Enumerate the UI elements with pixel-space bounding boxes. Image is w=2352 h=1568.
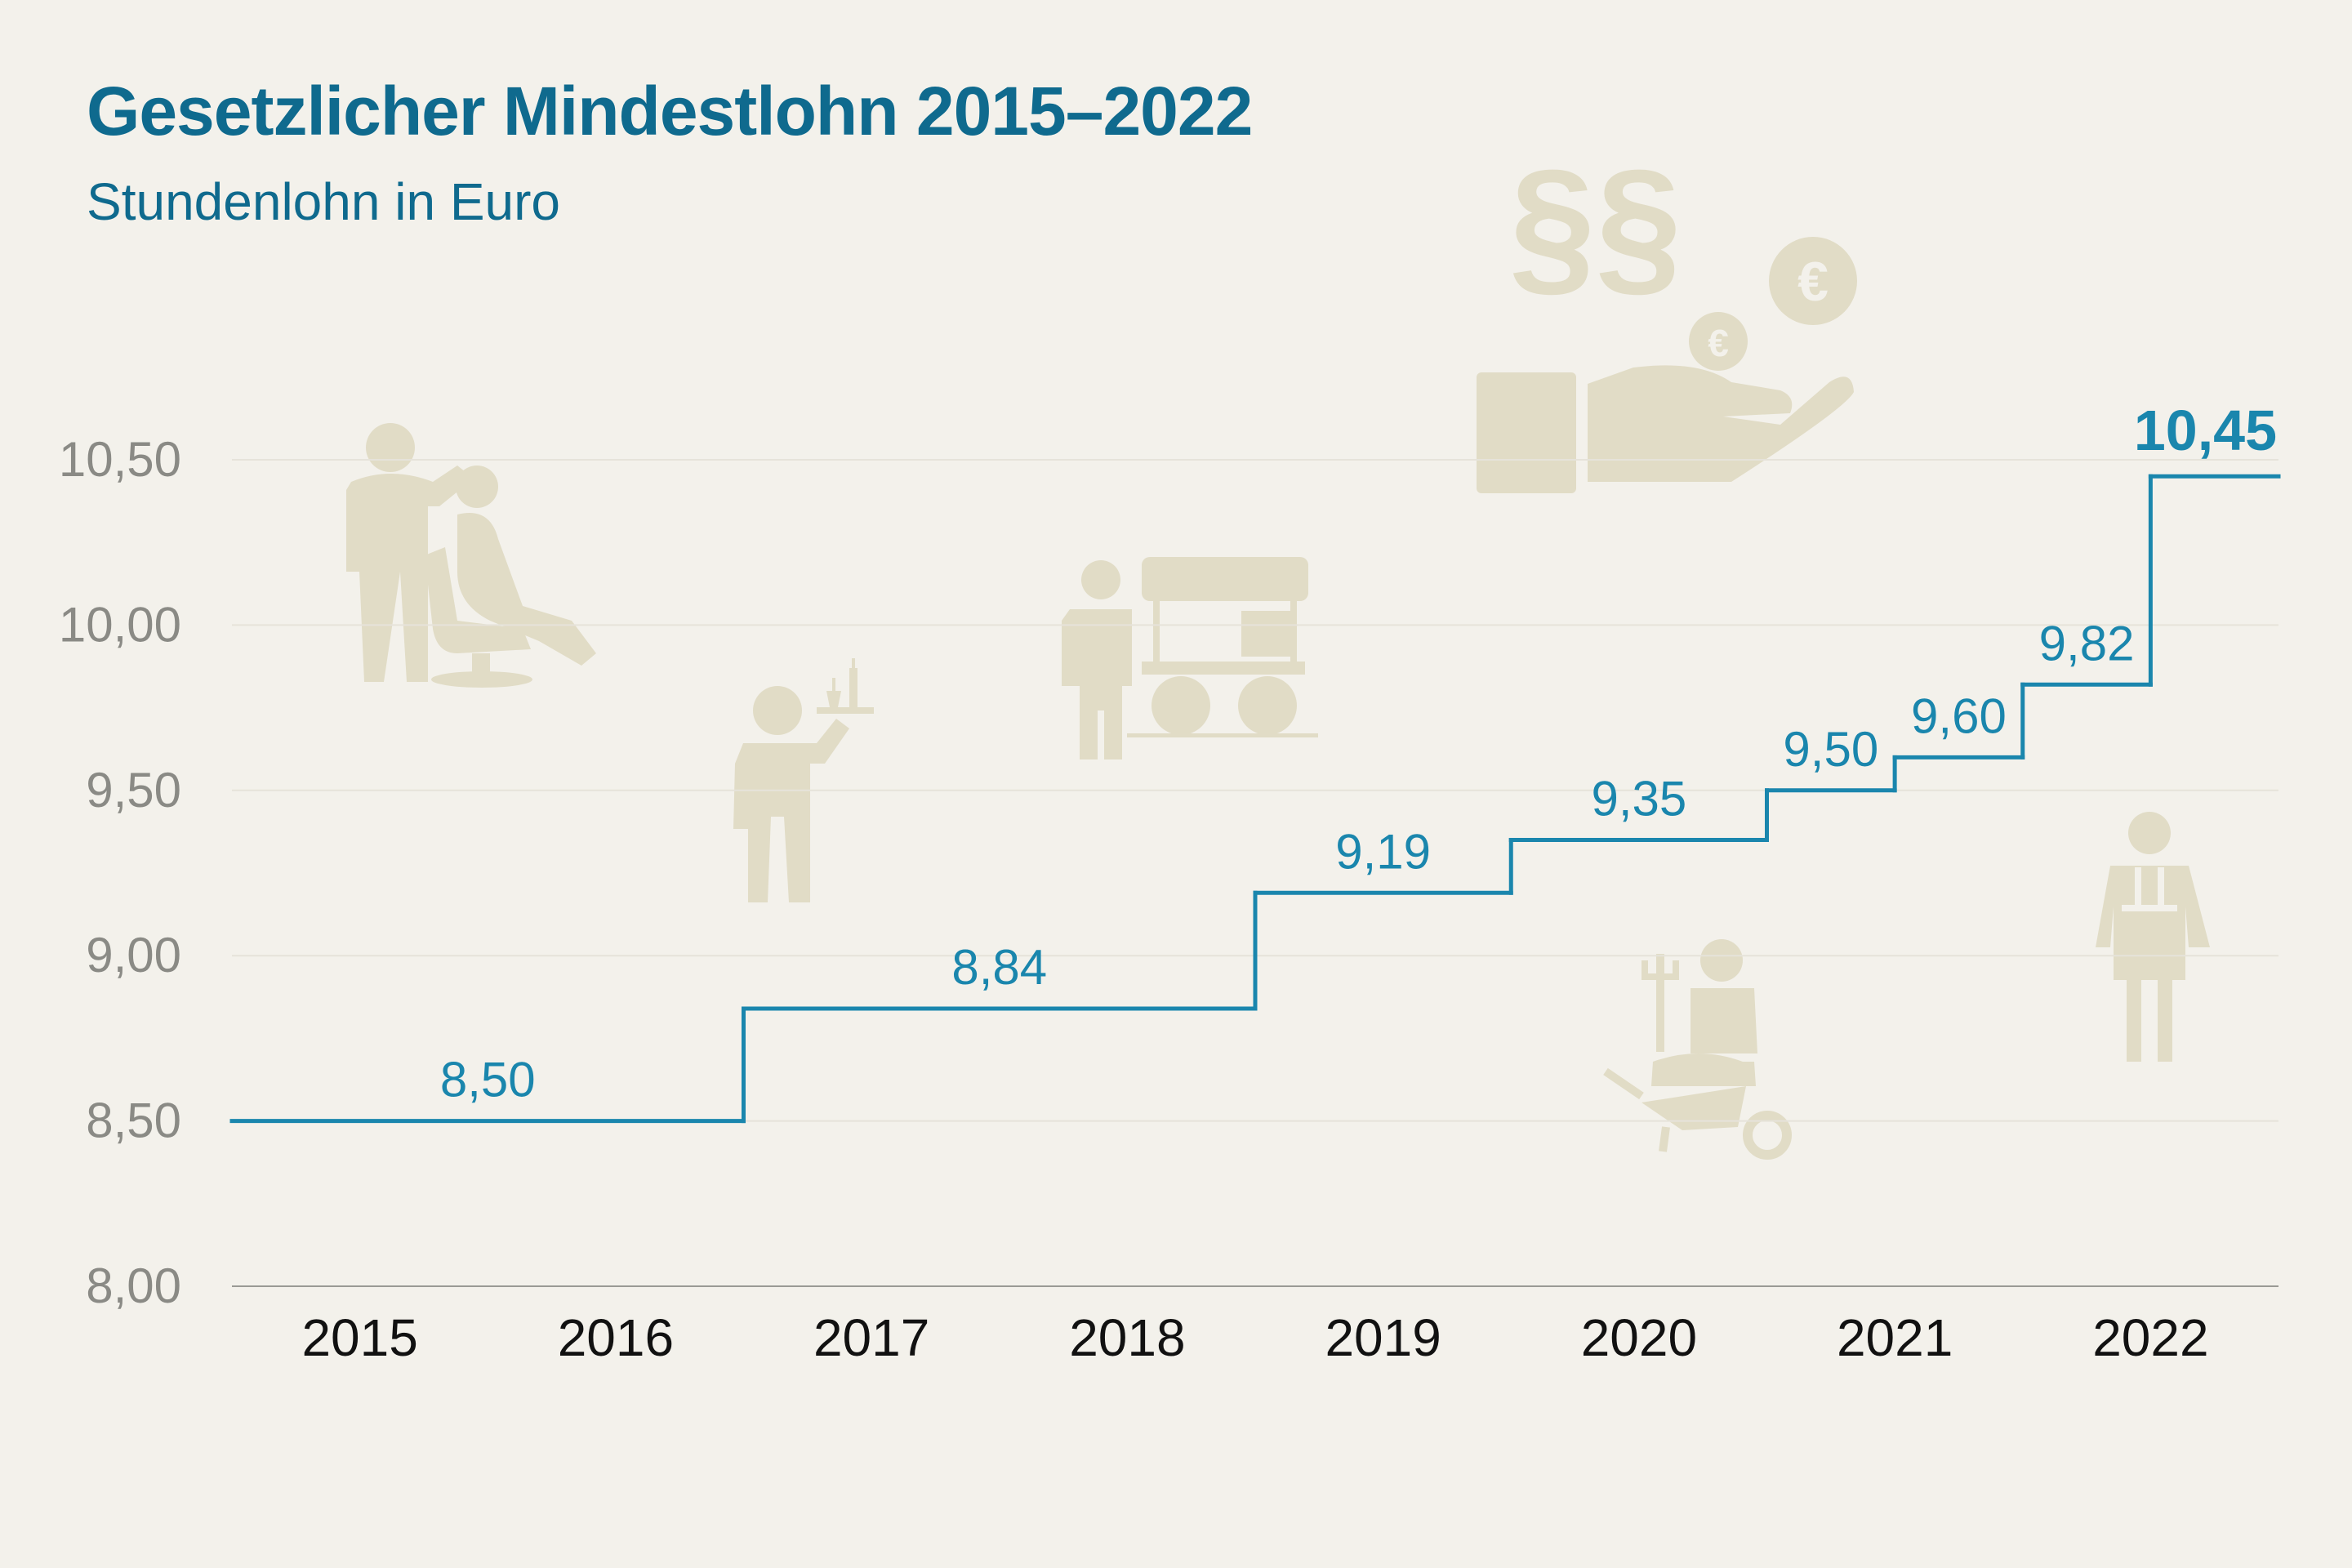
y-tick-label: 9,00 bbox=[86, 928, 181, 982]
data-label: 8,50 bbox=[440, 1053, 536, 1107]
paragraph-icon: §§ bbox=[1509, 138, 1682, 311]
chart-title: Gesetzlicher Mindestlohn 2015–2022 bbox=[87, 73, 1253, 149]
apron-worker-icon bbox=[2096, 812, 2210, 1062]
x-tick-label: 2018 bbox=[1069, 1308, 1185, 1367]
x-tick-label: 2019 bbox=[1325, 1308, 1441, 1367]
gardener-wheelbarrow-icon bbox=[1603, 939, 1792, 1160]
x-tick-label: 2021 bbox=[1837, 1308, 1953, 1367]
chart-subtitle: Stundenlohn in Euro bbox=[87, 172, 560, 231]
svg-text:€: € bbox=[1708, 322, 1729, 364]
y-tick-label: 8,50 bbox=[86, 1094, 181, 1148]
data-label: 9,82 bbox=[2039, 616, 2135, 670]
hairdresser-icon bbox=[346, 423, 596, 688]
x-tick-label: 2016 bbox=[558, 1308, 674, 1367]
y-tick-label: 9,50 bbox=[86, 763, 181, 817]
y-tick-label: 10,00 bbox=[59, 597, 181, 652]
data-label: 9,60 bbox=[1911, 688, 2007, 743]
x-tick-label: 2017 bbox=[813, 1308, 929, 1367]
data-label: 9,35 bbox=[1591, 772, 1686, 826]
food-cart-vendor-icon bbox=[1062, 557, 1318, 760]
data-label: 10,45 bbox=[2134, 399, 2277, 462]
data-label: 8,84 bbox=[951, 940, 1047, 995]
x-tick-label: 2020 bbox=[1581, 1308, 1697, 1367]
y-tick-label: 10,50 bbox=[59, 432, 181, 487]
svg-text:€: € bbox=[1797, 251, 1829, 313]
data-label: 9,19 bbox=[1335, 824, 1431, 879]
data-label: 9,50 bbox=[1783, 722, 1878, 777]
x-tick-label: 2015 bbox=[301, 1308, 417, 1367]
y-tick-label: 8,00 bbox=[86, 1258, 181, 1313]
svg-text:§§: §§ bbox=[1509, 138, 1682, 311]
hand-with-euro-coins-icon: € € bbox=[1477, 237, 1857, 493]
waiter-icon bbox=[733, 658, 874, 902]
x-tick-label: 2022 bbox=[2092, 1308, 2208, 1367]
